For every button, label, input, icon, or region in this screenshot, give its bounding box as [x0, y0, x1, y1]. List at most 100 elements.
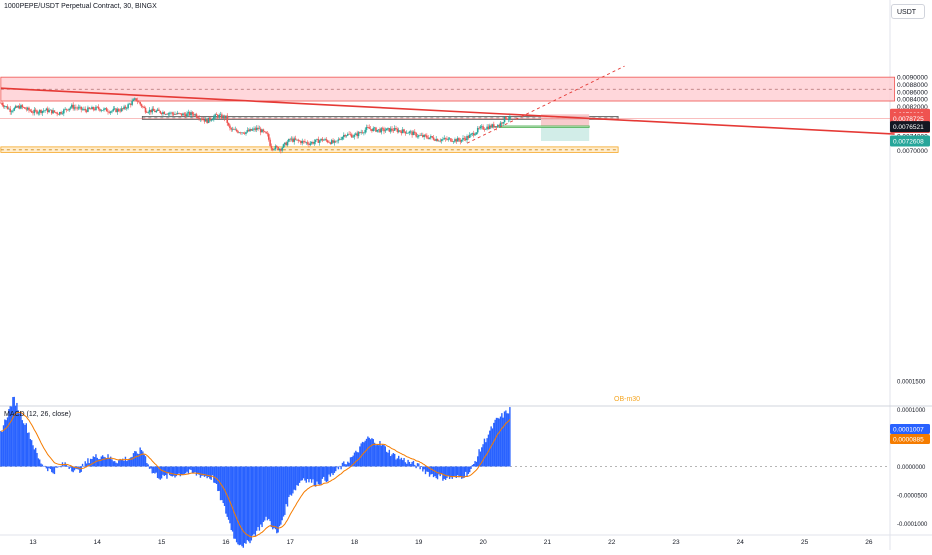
candle-body — [159, 110, 162, 113]
macd-bar — [506, 413, 508, 467]
candle-body — [194, 114, 196, 116]
candle-body — [81, 109, 84, 111]
time-tick: 23 — [672, 539, 680, 546]
candle-body — [316, 138, 318, 140]
candle-body — [231, 129, 234, 130]
candle-body — [348, 133, 350, 135]
candle-body — [171, 112, 174, 114]
macd-bar — [373, 442, 376, 467]
candle-body — [476, 128, 479, 133]
candle-body — [154, 110, 156, 113]
macd-bar — [0, 430, 2, 467]
candle-body — [61, 113, 64, 114]
macd-bar — [43, 465, 45, 467]
macd-bar — [388, 449, 391, 467]
candle-body — [127, 104, 129, 109]
candle-body — [241, 132, 243, 134]
candle-body — [359, 132, 361, 134]
candle-body — [0, 102, 2, 104]
macd-bar — [199, 466, 202, 478]
candle-body — [73, 107, 76, 109]
macd-bar — [269, 466, 271, 522]
macd-bar — [336, 466, 338, 468]
macd-bar — [238, 466, 240, 546]
candle-body — [226, 115, 229, 123]
macd-bar — [493, 422, 495, 467]
candle-body — [490, 125, 492, 128]
candle-body — [187, 112, 190, 114]
candle-body — [46, 108, 49, 113]
candle-body — [415, 132, 417, 137]
macd-bar — [198, 466, 200, 475]
macd-bar — [69, 466, 72, 468]
macd-bar — [44, 465, 46, 467]
macd-value-label — [890, 434, 930, 444]
candle-body — [365, 127, 368, 130]
price-tick: 0.0090000 — [897, 75, 928, 82]
macd-bar — [444, 466, 447, 480]
macd-bar — [116, 463, 119, 467]
candle-body — [144, 107, 147, 113]
macd-bar — [446, 466, 448, 479]
macd-bar — [128, 458, 131, 467]
candle-body — [50, 109, 53, 114]
candle-body — [454, 139, 456, 142]
candle-body — [91, 107, 93, 110]
candle-body — [234, 129, 237, 131]
candle-body — [302, 140, 305, 142]
macd-bar — [112, 461, 115, 467]
candle-body — [162, 112, 164, 114]
trendline — [0, 87, 895, 135]
candle-body — [309, 143, 312, 145]
candle-body — [174, 113, 176, 115]
candle-body — [12, 110, 14, 112]
macd-bar — [314, 466, 317, 487]
macd-bar — [344, 464, 346, 467]
candle-body — [463, 137, 466, 139]
macd-bar — [222, 466, 224, 504]
candle-body — [97, 106, 100, 109]
macd-bar — [197, 466, 199, 474]
macd-bar — [289, 466, 291, 495]
candle-body — [337, 139, 340, 141]
candle-body — [412, 131, 415, 136]
candle-body — [503, 116, 506, 123]
candle-body — [214, 114, 216, 117]
candle-body — [152, 108, 155, 111]
macd-bar — [2, 425, 5, 467]
candle-body — [459, 140, 462, 142]
candle-body — [344, 135, 346, 137]
candle-body — [289, 138, 291, 140]
macd-bar — [8, 409, 10, 467]
macd-bar — [317, 466, 320, 485]
candle-body — [310, 142, 313, 144]
candle-body — [443, 138, 446, 140]
macd-bar — [300, 466, 302, 481]
candle-body — [112, 108, 115, 111]
macd-bar — [40, 463, 42, 467]
macd-bar — [393, 453, 396, 467]
macd-bar — [34, 447, 37, 467]
candle-body — [202, 119, 204, 121]
candle-body — [166, 114, 168, 115]
macd-bar — [494, 419, 496, 467]
macd-bar — [150, 466, 152, 469]
macd-bar — [320, 466, 322, 485]
candle-body — [167, 113, 170, 115]
macd-bar — [32, 445, 34, 467]
macd-bar — [383, 445, 385, 467]
macd-bar — [111, 459, 113, 467]
candle-body — [119, 110, 121, 112]
candle-body — [494, 126, 496, 128]
currency-selector[interactable]: USDT — [891, 4, 925, 19]
macd-bar — [466, 466, 468, 477]
candle-body — [37, 112, 40, 114]
candle-body — [391, 128, 393, 131]
candle-body — [312, 142, 314, 144]
macd-bar — [89, 458, 92, 467]
macd-bar — [302, 466, 305, 479]
candle-body — [467, 136, 470, 138]
macd-bar — [250, 466, 253, 541]
